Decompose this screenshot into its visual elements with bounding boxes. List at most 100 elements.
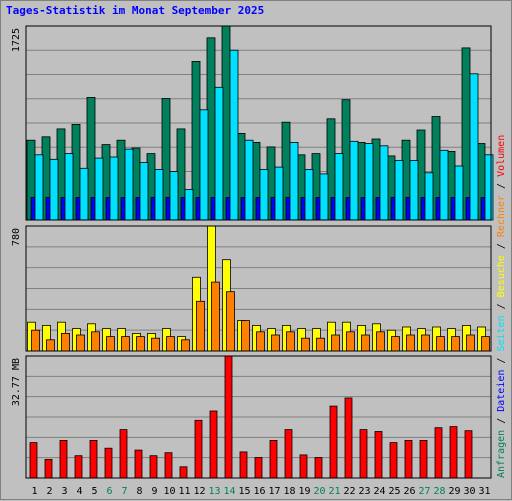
x-tick-label-day-1: 1 (31, 486, 37, 497)
bar-rechner-day-11 (181, 339, 190, 352)
bar-rechner-day-2 (46, 339, 55, 352)
bar-rechner-day-18 (286, 331, 295, 352)
bar-seiten-day-6 (109, 156, 119, 221)
bar-volumen-day-14 (224, 355, 233, 479)
chart-title: Tages-Statistik im Monat September 2025 (6, 4, 265, 17)
bar-volumen-day-28 (434, 427, 443, 479)
right-legend: Anfragen / Dateien / Seiten / Besuche / … (496, 135, 507, 478)
bar-seiten-day-10 (169, 171, 179, 221)
bar-volumen-day-29 (449, 426, 458, 479)
bar-rechner-day-27 (421, 334, 430, 352)
x-tick-label-day-25: 25 (388, 486, 400, 497)
bar-seiten-day-5 (94, 157, 104, 221)
bar-rechner-day-22 (346, 331, 355, 352)
x-tick-label-day-4: 4 (76, 486, 82, 497)
bar-rechner-day-14 (226, 291, 235, 352)
x-tick-label-day-6: 6 (106, 486, 112, 497)
bar-seiten-day-19 (304, 168, 314, 221)
x-tick-label-day-10: 10 (163, 486, 175, 497)
legend-entry: / (496, 297, 507, 315)
bar-rechner-day-8 (136, 336, 145, 352)
legend-entry: Seiten (496, 315, 507, 351)
x-tick-label-day-7: 7 (121, 486, 127, 497)
bar-volumen-day-7 (119, 429, 128, 479)
bar-seiten-day-26 (409, 159, 419, 221)
bar-rechner-day-3 (61, 332, 70, 352)
bar-rechner-day-26 (406, 334, 415, 352)
bar-volumen-day-5 (89, 439, 98, 479)
bar-volumen-day-18 (284, 429, 293, 479)
bar-seiten-day-13 (214, 86, 224, 221)
bar-volumen-day-30 (464, 430, 473, 479)
bar-volumen-day-17 (269, 439, 278, 479)
x-tick-label-day-20: 20 (313, 486, 325, 497)
bar-volumen-day-22 (344, 397, 353, 479)
bar-volumen-day-25 (389, 442, 398, 479)
x-tick-label-day-29: 29 (448, 486, 460, 497)
bar-rechner-day-1 (31, 329, 40, 352)
bar-seiten-day-4 (79, 167, 89, 221)
bar-rechner-day-24 (376, 331, 385, 352)
bar-rechner-day-10 (166, 336, 175, 352)
bar-seiten-day-16 (259, 168, 269, 221)
x-tick-label-day-3: 3 (61, 486, 67, 497)
panel-border-volume (25, 355, 492, 479)
x-tick-label-day-19: 19 (298, 486, 310, 497)
bar-rechner-day-23 (361, 334, 370, 352)
bar-volumen-day-6 (104, 447, 113, 479)
bar-volumen-day-1 (29, 442, 38, 479)
x-tick-label-day-2: 2 (46, 486, 52, 497)
y-max-label-visits: 780 (11, 228, 22, 246)
bar-seiten-day-14 (229, 49, 239, 221)
bar-rechner-day-31 (481, 336, 490, 352)
bar-rechner-day-13 (211, 281, 220, 352)
panel-border-hits (25, 25, 492, 221)
bar-rechner-day-9 (151, 337, 160, 352)
legend-entry: / (496, 237, 507, 255)
bar-rechner-day-28 (436, 336, 445, 352)
bar-seiten-day-3 (64, 153, 74, 221)
y-max-label-hits: 1725 (11, 28, 22, 52)
bar-rechner-day-7 (121, 336, 130, 352)
bar-volumen-day-15 (239, 451, 248, 479)
x-tick-label-day-13: 13 (208, 486, 220, 497)
x-tick-label-day-17: 17 (268, 486, 280, 497)
bar-volumen-day-19 (299, 454, 308, 479)
bar-volumen-day-20 (314, 457, 323, 479)
bar-volumen-day-24 (374, 431, 383, 479)
x-tick-label-day-31: 31 (478, 486, 490, 497)
bar-seiten-day-9 (154, 168, 164, 221)
bar-seiten-day-22 (349, 140, 359, 221)
x-tick-label-day-14: 14 (223, 486, 235, 497)
bar-rechner-day-4 (76, 334, 85, 352)
bar-rechner-day-17 (271, 334, 280, 352)
bar-seiten-day-20 (319, 173, 329, 221)
bar-volumen-day-10 (164, 452, 173, 479)
bar-seiten-day-24 (379, 145, 389, 221)
legend-entry: / (496, 412, 507, 430)
bar-seiten-day-27 (424, 172, 434, 221)
legend-entry: Anfragen (496, 430, 507, 478)
x-tick-label-day-23: 23 (358, 486, 370, 497)
bar-volumen-day-3 (59, 439, 68, 479)
bar-seiten-day-11 (184, 189, 194, 221)
bar-seiten-day-25 (394, 159, 404, 221)
x-tick-label-day-21: 21 (328, 486, 340, 497)
bar-seiten-day-15 (244, 139, 254, 221)
bar-volumen-day-4 (74, 455, 83, 479)
bar-rechner-day-12 (196, 300, 205, 352)
bar-volumen-day-13 (209, 410, 218, 479)
bar-rechner-day-29 (451, 336, 460, 352)
bar-seiten-day-17 (274, 166, 284, 221)
bar-seiten-day-21 (334, 153, 344, 221)
x-tick-label-day-30: 30 (463, 486, 475, 497)
bar-seiten-day-1 (34, 154, 44, 221)
x-tick-label-day-11: 11 (178, 486, 190, 497)
bar-seiten-day-2 (49, 158, 59, 221)
bar-seiten-day-28 (439, 149, 449, 221)
bar-rechner-day-6 (106, 336, 115, 352)
bar-volumen-day-8 (134, 449, 143, 479)
bar-volumen-day-16 (254, 457, 263, 479)
x-tick-label-day-16: 16 (253, 486, 265, 497)
x-tick-label-day-26: 26 (403, 486, 415, 497)
